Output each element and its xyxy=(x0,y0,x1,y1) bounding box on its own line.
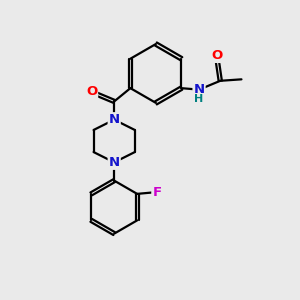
Text: O: O xyxy=(212,49,223,62)
Text: N: N xyxy=(109,113,120,126)
Text: O: O xyxy=(86,85,97,98)
Text: H: H xyxy=(194,94,204,104)
Text: F: F xyxy=(152,186,161,199)
Text: N: N xyxy=(109,156,120,169)
Text: N: N xyxy=(194,83,205,96)
